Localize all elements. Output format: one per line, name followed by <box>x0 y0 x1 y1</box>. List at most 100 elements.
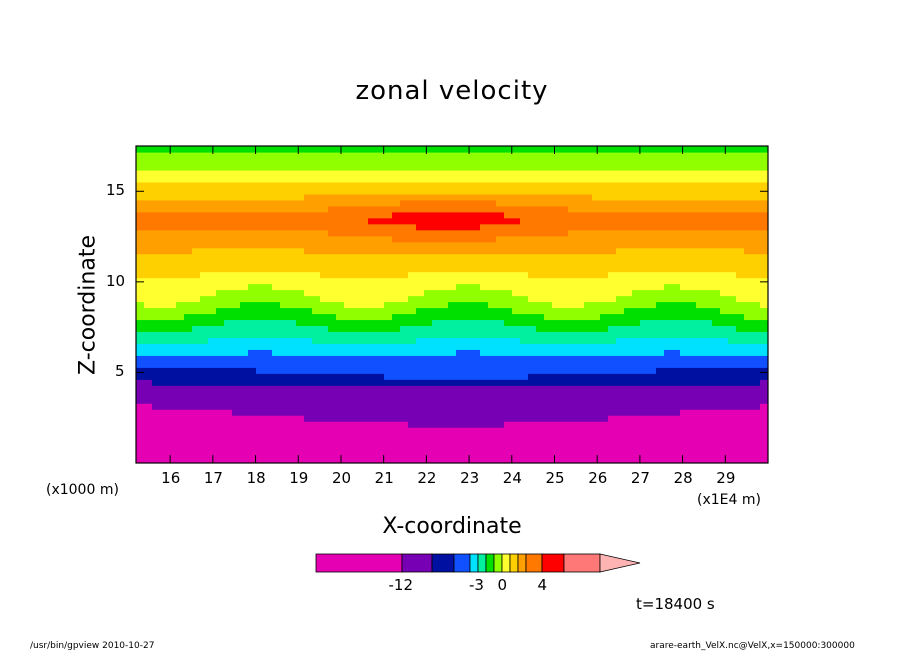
field-cell <box>688 157 697 165</box>
field-cell <box>352 271 361 279</box>
field-cell <box>504 253 513 261</box>
field-cell <box>480 457 489 463</box>
field-cell <box>432 277 441 285</box>
x-tick-label: 25 <box>545 469 565 487</box>
field-cell <box>152 343 161 350</box>
field-cell <box>376 163 385 171</box>
field-cell <box>224 146 233 153</box>
field-cell <box>640 247 649 255</box>
field-cell <box>136 457 145 463</box>
field-cell <box>376 265 385 273</box>
field-cell <box>496 445 505 452</box>
field-cell <box>664 379 673 386</box>
field-cell <box>248 199 257 207</box>
field-cell <box>656 313 665 321</box>
field-cell <box>256 169 265 177</box>
field-cell <box>344 241 353 249</box>
field-cell <box>376 259 385 267</box>
field-cell <box>408 163 417 171</box>
field-cell <box>648 283 657 291</box>
field-cell <box>456 146 465 153</box>
field-cell <box>440 241 449 249</box>
field-cell <box>400 205 409 213</box>
field-cell <box>760 313 768 321</box>
field-cell <box>760 409 768 416</box>
field-cell <box>504 199 513 207</box>
field-cell <box>544 409 553 416</box>
field-cell <box>424 277 433 285</box>
field-cell <box>520 373 529 380</box>
field-cell <box>176 415 185 422</box>
field-cell <box>496 271 505 279</box>
field-cell <box>368 313 377 321</box>
field-cell <box>296 229 305 237</box>
colorbar-extend-arrow <box>599 553 641 573</box>
field-cell <box>176 355 185 362</box>
field-cell <box>664 403 673 410</box>
field-cell <box>512 175 521 183</box>
field-cell <box>520 427 529 434</box>
field-cell <box>208 433 217 440</box>
field-cell <box>464 223 473 231</box>
field-cell <box>256 433 265 440</box>
field-cell <box>240 343 249 350</box>
field-cell <box>424 379 433 386</box>
field-cell <box>736 146 745 153</box>
field-cell <box>392 277 401 285</box>
field-cell <box>744 265 753 273</box>
field-cell <box>744 247 753 255</box>
field-cell <box>472 146 481 153</box>
field-cell <box>736 397 745 404</box>
field-cell <box>504 151 513 159</box>
field-cell <box>600 205 609 213</box>
field-cell <box>168 343 177 350</box>
field-cell <box>136 319 145 327</box>
field-cell <box>760 175 768 183</box>
field-cell <box>624 283 633 291</box>
field-cell <box>640 427 649 434</box>
field-cell <box>600 415 609 422</box>
field-cell <box>224 331 233 338</box>
field-cell <box>400 289 409 297</box>
field-cell <box>488 319 497 327</box>
field-cell <box>696 433 705 440</box>
field-cell <box>464 277 473 285</box>
field-cell <box>520 241 529 249</box>
field-cell <box>240 361 249 368</box>
field-cell <box>200 445 209 452</box>
field-cell <box>152 313 161 321</box>
field-cell <box>624 301 633 309</box>
field-cell <box>528 433 537 440</box>
field-cell <box>248 283 257 291</box>
field-cell <box>488 163 497 171</box>
field-cell <box>608 427 617 434</box>
field-cell <box>424 241 433 249</box>
field-cell <box>536 271 545 279</box>
field-cell <box>752 439 761 446</box>
field-cell <box>536 175 545 183</box>
field-cell <box>528 403 537 410</box>
field-cell <box>672 445 681 452</box>
field-cell <box>168 337 177 344</box>
field-cell <box>176 247 185 255</box>
field-cell <box>576 403 585 410</box>
field-cell <box>200 421 209 428</box>
field-cell <box>520 319 529 327</box>
field-cell <box>184 241 193 249</box>
field-cell <box>648 439 657 446</box>
field-cell <box>184 421 193 428</box>
field-cell <box>600 349 609 356</box>
field-cell <box>616 355 625 362</box>
field-cell <box>736 373 745 380</box>
field-cell <box>224 247 233 255</box>
field-cell <box>432 433 441 440</box>
field-cell <box>400 433 409 440</box>
field-cell <box>240 259 249 267</box>
field-cell <box>736 253 745 261</box>
field-cell <box>760 307 768 315</box>
field-cell <box>352 409 361 416</box>
field-cell <box>488 391 497 398</box>
field-cell <box>264 457 273 463</box>
field-cell <box>616 433 625 440</box>
field-cell <box>208 199 217 207</box>
